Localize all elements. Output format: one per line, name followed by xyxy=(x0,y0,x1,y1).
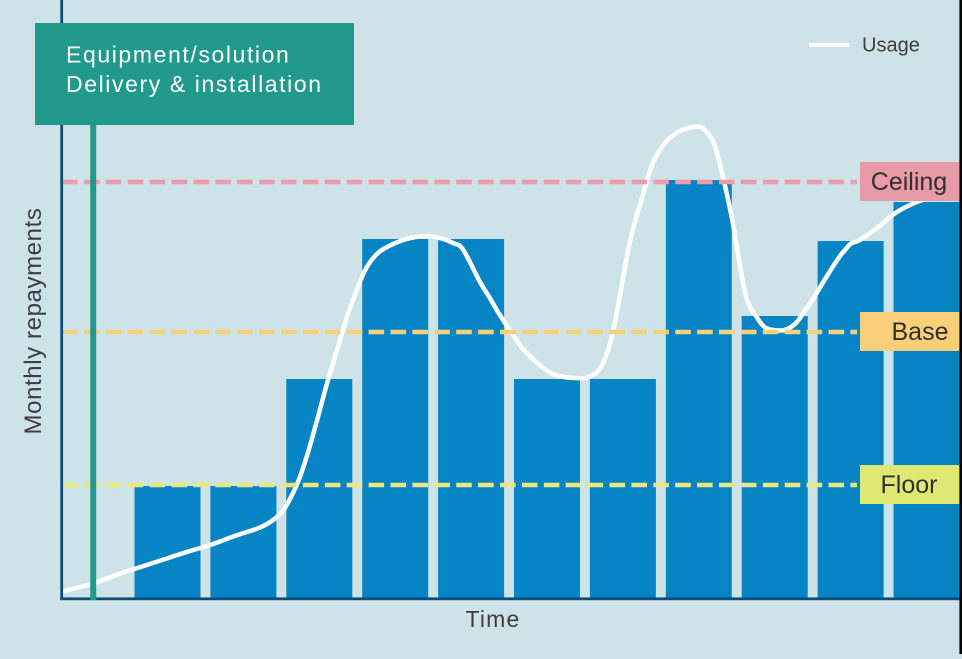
svg-text:Floor: Floor xyxy=(881,471,938,499)
svg-text:Delivery & installation: Delivery & installation xyxy=(66,71,323,97)
svg-text:Equipment/solution: Equipment/solution xyxy=(66,42,290,68)
svg-text:Monthly repayments: Monthly repayments xyxy=(20,208,47,435)
svg-text:Time: Time xyxy=(465,606,520,632)
svg-text:Base: Base xyxy=(892,318,949,346)
svg-text:Ceiling: Ceiling xyxy=(871,168,947,196)
svg-text:Usage: Usage xyxy=(862,35,920,57)
